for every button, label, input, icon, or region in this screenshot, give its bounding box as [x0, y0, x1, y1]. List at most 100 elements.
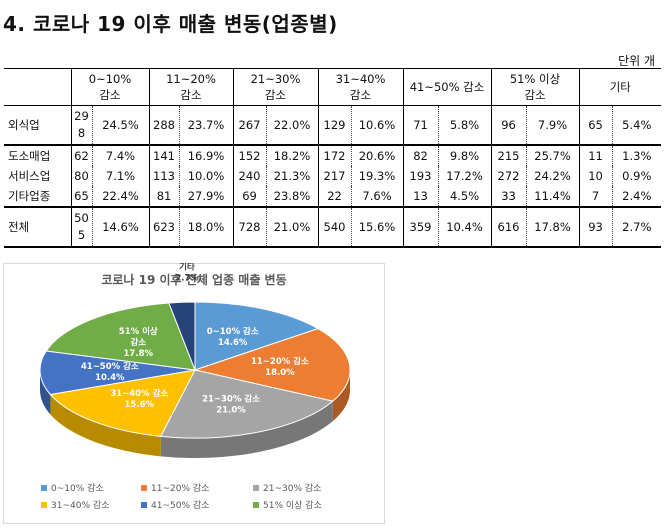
sales-change-table: 0~10% 감소 11~20% 감소 21~30% 감소 31~40% 감소 41~50…	[4, 68, 662, 248]
table-row: 기타업종 65 22.4% 81 27.9% 69 23.8% 22 7.6% 13 4.5% 33 1…	[4, 186, 662, 208]
percent-cell: 14.6%	[91, 207, 150, 248]
pie-data-label: 11~20% 감소 18.0%	[251, 356, 309, 378]
percent-cell: 16.9%	[178, 145, 234, 166]
percent-cell: 25.7%	[525, 145, 580, 166]
count-cell: 215	[490, 145, 527, 166]
count-cell: 623	[148, 207, 180, 248]
percent-cell: 23.7%	[178, 105, 234, 146]
percent-cell: 11.4%	[525, 186, 580, 208]
pie-data-label: 51% 이상 감소 17.8%	[119, 326, 158, 359]
percent-cell: 0.9%	[611, 166, 662, 186]
legend-swatch	[141, 485, 147, 491]
column-header: 11~20% 감소	[148, 68, 234, 106]
table-row: 도소매업 62 7.4% 141 16.9% 152 18.2% 172 20.6% 82 9.8%…	[4, 145, 662, 166]
count-cell: 193	[402, 166, 439, 186]
row-label: 기타업종	[4, 186, 71, 208]
count-cell: 65	[578, 105, 613, 146]
pie-data-label: 기타 2.7%	[175, 263, 199, 284]
percent-cell: 24.2%	[525, 166, 580, 186]
count-cell: 152	[232, 145, 267, 166]
percent-cell: 1.3%	[611, 145, 662, 166]
pie-data-label: 0~10% 감소 14.6%	[207, 326, 259, 348]
percent-cell: 18.2%	[265, 145, 319, 166]
legend-label: 11~20% 감소	[151, 482, 209, 494]
percent-cell: 2.4%	[611, 186, 662, 208]
percent-cell: 15.6%	[350, 207, 404, 248]
page-heading: 4. 코로나 19 이후 매출 변동(업종별)	[3, 12, 338, 36]
pie-chart-panel: 코로나 19 이후 전체 업종 매출 변동 0~10% 감소 14.6% 11~20…	[3, 262, 385, 524]
percent-cell: 22.0%	[265, 105, 319, 146]
pie-slice	[39, 350, 196, 396]
count-cell: 7	[578, 186, 613, 208]
percent-cell: 2.7%	[611, 207, 662, 248]
percent-cell: 10.0%	[178, 166, 234, 186]
chart-title: 코로나 19 이후 전체 업종 매출 변동	[101, 272, 286, 287]
count-cell: 728	[232, 207, 267, 248]
count-cell: 29 8	[70, 105, 92, 146]
pie-slice	[194, 301, 320, 371]
percent-cell: 5.8%	[437, 105, 492, 146]
count-cell: 113	[148, 166, 180, 186]
count-cell: 540	[317, 207, 352, 248]
pie-slice	[168, 301, 196, 371]
pie-slice-side	[160, 401, 333, 458]
count-cell: 141	[148, 145, 180, 166]
pie-data-label: 21~30% 감소 21.0%	[202, 393, 260, 415]
table-row: 서비스업 80 7.1% 113 10.0% 240 21.3% 217 19.3% 193 17.…	[4, 166, 662, 186]
legend-label: 0~10% 감소	[51, 482, 104, 494]
table-row: 전체 50 5 14.6% 623 18.0% 728 21.0% 540 15.6% 359 10…	[4, 207, 662, 248]
count-cell: 62	[70, 145, 92, 166]
percent-cell: 7.6%	[350, 186, 404, 208]
legend-swatch	[141, 502, 147, 508]
percent-cell: 9.8%	[437, 145, 492, 166]
pie-chart: 코로나 19 이후 전체 업종 매출 변동 0~10% 감소 14.6% 11~20…	[3, 262, 385, 524]
count-cell: 172	[317, 145, 352, 166]
legend-swatch	[253, 485, 259, 491]
row-label: 서비스업	[8, 169, 51, 183]
pie-slice	[49, 369, 196, 437]
column-header: 31~40% 감소	[317, 68, 404, 106]
count-cell: 359	[402, 207, 439, 248]
legend-label: 41~50% 감소	[151, 499, 209, 511]
legend-swatch	[253, 502, 259, 508]
count-cell: 616	[490, 207, 527, 248]
legend-swatch	[41, 502, 47, 508]
count-cell: 267	[232, 105, 267, 146]
percent-cell: 5.4%	[611, 105, 662, 146]
row-label: 외식업	[4, 105, 71, 146]
column-header: 기타	[578, 68, 662, 106]
count-cell: 69	[232, 186, 267, 208]
count-cell: 11	[578, 145, 613, 166]
row-label: 전체	[4, 207, 71, 248]
count-cell: 240	[232, 166, 267, 186]
percent-cell: 7.4%	[91, 145, 150, 166]
count-cell: 93	[578, 207, 613, 248]
pie-slice	[45, 302, 196, 371]
count-cell: 50 5	[70, 207, 92, 248]
count-cell: 288	[148, 105, 180, 146]
column-header: 0~10% 감소	[70, 68, 150, 106]
percent-cell: 21.0%	[265, 207, 319, 248]
percent-cell: 24.5%	[91, 105, 150, 146]
percent-cell: 4.5%	[437, 186, 492, 208]
unit-label: 단위 개	[618, 54, 655, 68]
percent-cell: 10.4%	[437, 207, 492, 248]
percent-cell: 20.6%	[350, 145, 404, 166]
count-cell: 65	[70, 186, 92, 208]
percent-cell: 7.1%	[91, 166, 150, 186]
column-header: 21~30% 감소	[232, 68, 319, 106]
percent-cell: 17.2%	[437, 166, 492, 186]
pie-slice	[193, 328, 351, 402]
legend-label: 31~40% 감소	[51, 499, 109, 511]
percent-cell: 17.8%	[525, 207, 580, 248]
pie-slice-side	[50, 394, 161, 457]
column-header: 41~50% 감소	[402, 68, 492, 106]
legend-swatch	[41, 485, 47, 491]
count-cell: 129	[317, 105, 352, 146]
count-cell: 10	[578, 166, 613, 186]
pie-data-label: 41~50% 감소 10.4%	[81, 361, 139, 383]
count-cell: 33	[490, 186, 527, 208]
legend-label: 51% 이상 감소	[263, 499, 322, 511]
percent-cell: 19.3%	[350, 166, 404, 186]
count-cell: 80	[70, 166, 92, 186]
